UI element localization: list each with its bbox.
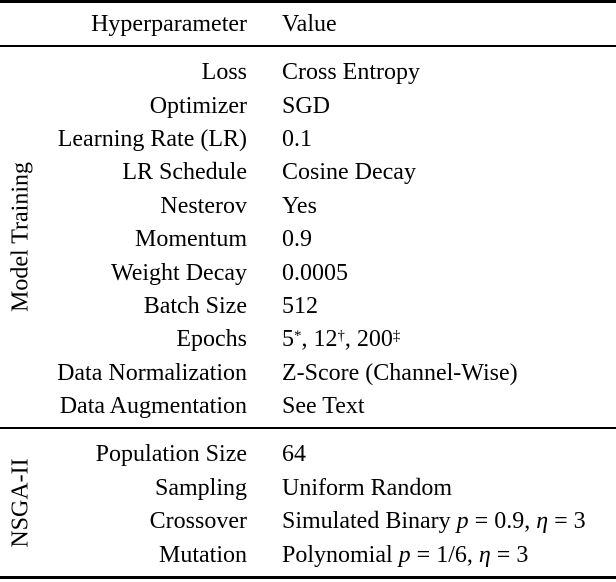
table-row: Momentum 0.9 bbox=[0, 223, 616, 256]
hyperparameter-cell: Sampling bbox=[154, 474, 247, 501]
value-text: , 12 bbox=[301, 326, 338, 353]
value-text: Z-Score (Channel-Wise) bbox=[282, 359, 518, 386]
header-hyperparameter: Hyperparameter bbox=[91, 10, 247, 37]
table-row: Sampling Uniform Random bbox=[0, 472, 616, 505]
table-row: Epochs 5*, 12†, 200‡ bbox=[0, 323, 616, 356]
value-text: , 200 bbox=[344, 326, 393, 353]
math-symbol: p bbox=[398, 541, 411, 568]
value-cell: Simulated Binary p = 0.9, η = 3 bbox=[282, 508, 586, 535]
value-cell: Cross Entropy bbox=[282, 59, 420, 86]
superscript-marker: † bbox=[337, 327, 345, 344]
hyperparameter-cell: Crossover bbox=[149, 508, 247, 535]
table-row: Population Size 64 bbox=[0, 438, 616, 471]
table-row: Crossover Simulated Binary p = 0.9, η = 3 bbox=[0, 505, 616, 538]
value-text: Simulated Binary bbox=[282, 508, 457, 535]
hyperparameter-cell: Nesterov bbox=[160, 192, 247, 219]
value-text: 0.1 bbox=[282, 125, 312, 152]
table-header-row: Hyperparameter Value bbox=[0, 3, 616, 45]
value-text: Cosine Decay bbox=[282, 159, 416, 186]
value-text: Cross Entropy bbox=[282, 59, 420, 86]
table-section-model-training: Model Training Loss Cross Entropy Optimizer… bbox=[0, 47, 616, 427]
top-rule bbox=[0, 0, 616, 3]
hyperparameter-cell: Population Size bbox=[95, 441, 247, 468]
hyperparameter-cell: Batch Size bbox=[143, 292, 247, 319]
header-rule bbox=[0, 45, 616, 47]
table-row: Batch Size 512 bbox=[0, 290, 616, 323]
table-section-nsga-ii: NSGA-II Population Size 64 Sampling Uniform … bbox=[0, 429, 616, 576]
table-row: Data Normalization Z-Score (Channel-Wise) bbox=[0, 357, 616, 390]
table-row: Weight Decay 0.0005 bbox=[0, 256, 616, 289]
value-cell: 0.1 bbox=[282, 126, 312, 153]
value-text: 0.9 bbox=[282, 226, 312, 253]
value-text: Yes bbox=[282, 192, 317, 219]
value-text: = 1/6, bbox=[410, 541, 479, 568]
hyperparameter-cell: Learning Rate (LR) bbox=[57, 125, 247, 152]
value-cell: Yes bbox=[282, 193, 317, 220]
value-text: = 3 bbox=[548, 508, 586, 535]
hyperparameter-cell: Optimizer bbox=[149, 92, 247, 119]
value-cell: Uniform Random bbox=[282, 475, 452, 502]
section-divider-rule bbox=[0, 427, 616, 430]
bottom-rule bbox=[0, 575, 616, 579]
hyperparameter-cell: Momentum bbox=[135, 226, 247, 253]
value-cell: Polynomial p = 1/6, η = 3 bbox=[282, 542, 528, 569]
value-text: 512 bbox=[282, 292, 318, 319]
hyperparameter-cell: Epochs bbox=[176, 326, 247, 353]
superscript-marker: * bbox=[294, 327, 302, 344]
table-row: Learning Rate (LR) 0.1 bbox=[0, 123, 616, 156]
math-symbol: p bbox=[456, 508, 469, 535]
value-cell: Cosine Decay bbox=[282, 159, 416, 186]
hyperparameter-cell: Mutation bbox=[159, 541, 247, 568]
value-text: 64 bbox=[282, 441, 306, 468]
value-text: Uniform Random bbox=[282, 474, 452, 501]
hyperparameter-cell: Data Normalization bbox=[57, 359, 247, 386]
value-text: 0.0005 bbox=[282, 259, 348, 286]
value-cell: 512 bbox=[282, 293, 318, 320]
value-text: SGD bbox=[282, 92, 331, 119]
table-sections: Model Training Loss Cross Entropy Optimizer… bbox=[0, 47, 616, 576]
table-row: LR Schedule Cosine Decay bbox=[0, 156, 616, 189]
value-cell: Z-Score (Channel-Wise) bbox=[282, 360, 518, 387]
value-cell: SGD bbox=[282, 93, 330, 120]
hyperparameter-cell: Data Augmentation bbox=[59, 393, 247, 420]
value-text: = 0.9, bbox=[468, 508, 537, 535]
hyperparameter-cell: LR Schedule bbox=[122, 159, 247, 186]
math-symbol: η bbox=[478, 541, 491, 568]
superscript-marker: ‡ bbox=[392, 327, 401, 344]
hyperparameter-cell: Loss bbox=[201, 59, 247, 86]
table-row: Nesterov Yes bbox=[0, 190, 616, 223]
section-group-label: Model Training bbox=[7, 162, 34, 313]
table-row: Data Augmentation See Text bbox=[0, 390, 616, 423]
hyperparameter-cell: Weight Decay bbox=[110, 259, 247, 286]
math-symbol: η bbox=[536, 508, 549, 535]
value-text: = 3 bbox=[490, 541, 529, 568]
value-cell: See Text bbox=[282, 393, 365, 420]
table-row: Loss Cross Entropy bbox=[0, 56, 616, 89]
section-group-label: NSGA-II bbox=[7, 457, 34, 548]
value-cell: 5*, 12†, 200‡ bbox=[282, 326, 400, 353]
value-cell: 0.0005 bbox=[282, 260, 348, 287]
table-row: Mutation Polynomial p = 1/6, η = 3 bbox=[0, 538, 616, 571]
value-text: Polynomial bbox=[282, 541, 399, 568]
value-text: 5 bbox=[282, 326, 294, 353]
table-row: Optimizer SGD bbox=[0, 89, 616, 122]
header-value: Value bbox=[282, 10, 337, 37]
value-text: See Text bbox=[282, 393, 365, 420]
value-cell: 64 bbox=[282, 441, 306, 468]
value-cell: 0.9 bbox=[282, 226, 312, 253]
